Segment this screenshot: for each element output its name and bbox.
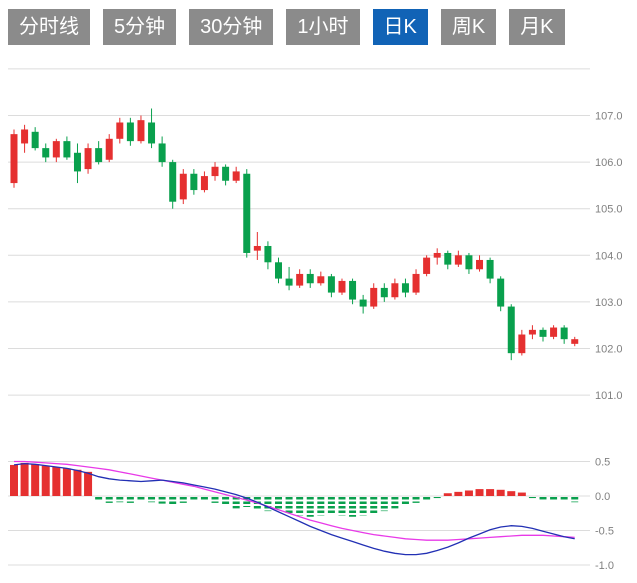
dif-line	[13, 462, 575, 556]
candle-body	[454, 255, 462, 265]
candle-body	[433, 252, 441, 258]
candle-body	[486, 259, 494, 279]
candle-body	[148, 122, 156, 144]
price-axis-label: 105.0	[595, 204, 623, 216]
candle-body	[42, 148, 50, 158]
macd-bar-positive	[443, 493, 452, 496]
candle-body	[95, 148, 103, 163]
candle-body	[349, 280, 357, 300]
candle-body	[137, 120, 145, 142]
candle-body	[63, 141, 71, 158]
macd-bar-positive	[62, 468, 71, 496]
macd-bar-positive	[475, 489, 484, 496]
price-axis-label: 103.0	[595, 297, 623, 309]
candle-body	[105, 138, 113, 160]
macd-bar-positive	[73, 469, 82, 496]
candle-body	[423, 257, 431, 274]
price-axis-label: 106.0	[595, 157, 623, 169]
macd-bar-positive	[52, 467, 61, 496]
tab-timeframe-5[interactable]: 周K	[440, 9, 497, 45]
candle-body	[285, 278, 293, 286]
tab-timeframe-1[interactable]: 5分钟	[103, 9, 177, 45]
macd-axis-label: 0.0	[595, 491, 610, 503]
candle-body	[158, 143, 166, 163]
macd-bar-positive	[41, 465, 50, 496]
tab-timeframe-0[interactable]: 分时线	[8, 9, 90, 45]
candle-body	[518, 334, 526, 354]
candle-body	[10, 134, 18, 184]
macd-bar-positive	[496, 489, 505, 496]
macd-bar-positive	[84, 471, 93, 496]
macd-axis-label: -1.0	[595, 560, 614, 572]
candle-body	[73, 152, 81, 172]
candle-body	[380, 287, 388, 298]
candle-body	[296, 273, 304, 286]
candle-body	[391, 283, 399, 298]
candle-body	[52, 141, 60, 158]
candle-body	[497, 278, 505, 307]
candle-body	[359, 299, 367, 307]
candle-body	[550, 327, 558, 337]
candle-body	[528, 329, 536, 335]
tab-timeframe-6[interactable]: 月K	[509, 9, 565, 45]
candle-body	[327, 276, 335, 293]
candle-body	[465, 255, 473, 270]
candle-body	[253, 245, 261, 251]
candle-body	[190, 173, 198, 191]
macd-bar-positive	[10, 464, 18, 496]
candle-body	[200, 176, 208, 191]
macd-bar-positive	[454, 491, 463, 496]
candle-body	[317, 276, 325, 284]
macd-bar-positive	[31, 464, 40, 496]
candle-body	[179, 173, 187, 200]
candle-body	[264, 245, 272, 263]
price-axis-label: 102.0	[595, 344, 623, 356]
macd-axis-label: -0.5	[595, 526, 614, 538]
candle-body	[338, 280, 346, 293]
dea-line	[14, 460, 575, 541]
macd-bar-positive	[464, 490, 473, 496]
candle-body	[31, 131, 39, 149]
candle-body	[507, 306, 515, 354]
candle-body	[560, 327, 568, 340]
candle-body	[370, 287, 378, 307]
price-axis-label: 104.0	[595, 250, 623, 262]
candle-body	[232, 171, 240, 181]
macd-bar-positive	[20, 462, 29, 496]
candle-body	[412, 273, 420, 293]
price-axis-label: 101.0	[595, 390, 623, 402]
macd-bar-positive	[507, 491, 516, 496]
candle-body	[169, 162, 177, 202]
macd-bar-positive	[517, 492, 526, 496]
tab-timeframe-2[interactable]: 30分钟	[189, 9, 274, 45]
price-axis-label: 107.0	[595, 111, 623, 123]
candle-body	[84, 148, 92, 170]
candle-body	[476, 259, 484, 270]
candle-body	[539, 329, 547, 337]
tab-timeframe-3[interactable]: 1小时	[286, 9, 360, 45]
candle-body	[275, 262, 282, 279]
candle-body	[126, 122, 134, 142]
candle-body	[243, 173, 251, 253]
candle-body	[211, 166, 219, 177]
timeframe-tab-bar: 分时线 5分钟 30分钟 1小时 日K 周K 月K	[8, 9, 565, 45]
tab-timeframe-4-active[interactable]: 日K	[372, 9, 428, 45]
candle-body	[116, 122, 124, 139]
candle-body	[21, 129, 29, 144]
candle-body	[401, 283, 409, 293]
macd-axis-label: 0.5	[595, 457, 610, 469]
macd-bar-positive	[486, 489, 495, 496]
candle-body	[222, 166, 230, 181]
candle-body	[306, 273, 314, 284]
candle-body	[444, 252, 452, 265]
candle-body	[571, 339, 579, 344]
